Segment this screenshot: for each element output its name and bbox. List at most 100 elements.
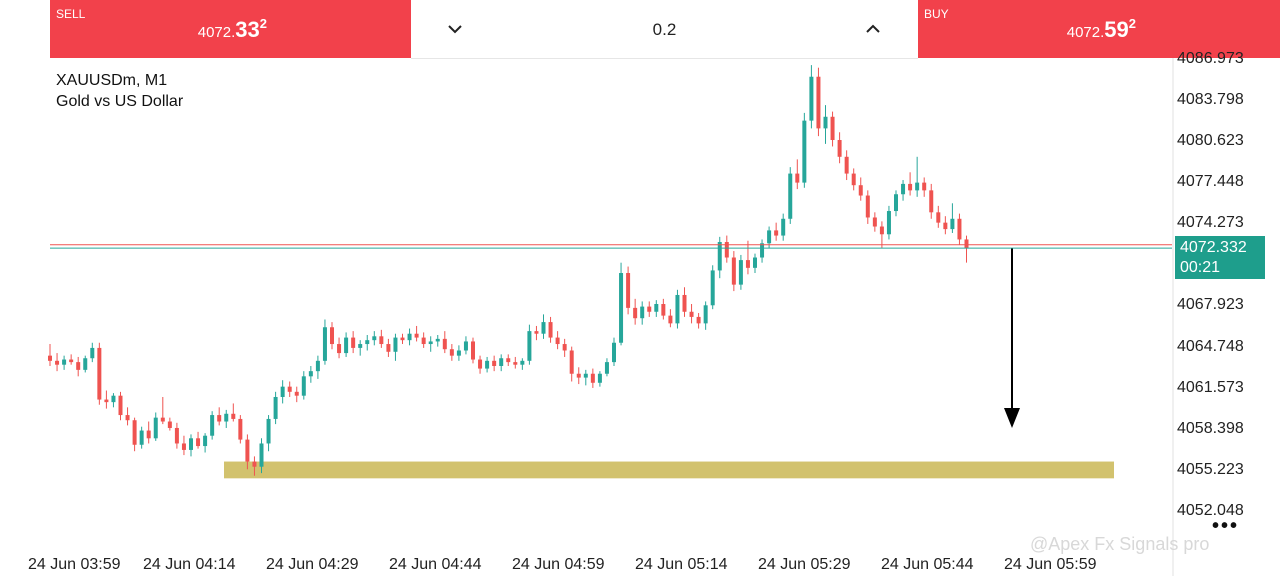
candle <box>181 435 186 456</box>
candle-body <box>449 349 454 356</box>
chevron-up-icon[interactable] <box>863 19 883 39</box>
candle-body <box>696 316 701 324</box>
candle <box>541 314 546 339</box>
candle <box>922 177 927 197</box>
volume-value[interactable]: 0.2 <box>652 20 677 39</box>
candle <box>943 216 948 235</box>
candle-body <box>647 306 652 312</box>
time-axis-label: 24 Jun 04:29 <box>266 556 359 573</box>
candle <box>710 265 715 310</box>
candle <box>865 190 870 224</box>
candle <box>189 434 193 457</box>
candle-body <box>167 421 172 428</box>
candle <box>795 159 800 190</box>
candle <box>520 358 525 370</box>
price-axis-label: 4067.923 <box>1177 296 1244 313</box>
candle-body <box>435 338 440 342</box>
candle-body <box>456 350 461 356</box>
candle-body <box>760 243 765 258</box>
candle-body <box>788 173 793 219</box>
candle <box>463 336 468 355</box>
candle-body <box>259 443 264 467</box>
candle-body <box>90 347 95 359</box>
candle <box>499 354 504 372</box>
candle-body <box>442 338 447 350</box>
candle <box>823 105 828 144</box>
candle <box>400 333 405 345</box>
time-axis-label: 24 Jun 05:59 <box>1004 556 1097 573</box>
price-axis-label: 4052.048 <box>1177 502 1244 519</box>
candle-body <box>894 194 898 212</box>
candle-body <box>351 337 356 348</box>
candle-body <box>55 360 60 365</box>
candle-body <box>886 211 891 235</box>
candle <box>738 254 743 290</box>
candle-body <box>957 218 962 240</box>
candle <box>104 390 109 409</box>
candle <box>315 355 320 379</box>
price-axis-label: 4064.748 <box>1177 338 1244 355</box>
candle <box>492 355 497 372</box>
time-axis-label: 24 Jun 04:14 <box>143 556 236 573</box>
candle-body <box>365 340 370 345</box>
candle-body <box>520 360 525 365</box>
candle <box>203 433 208 453</box>
candle <box>562 338 567 357</box>
candle <box>851 168 856 191</box>
candle <box>844 150 849 181</box>
candle <box>421 332 426 348</box>
chevron-down-icon[interactable] <box>445 19 465 39</box>
more-dots-icon[interactable]: ••• <box>1212 515 1240 537</box>
candle <box>872 212 877 232</box>
candle-body <box>654 304 659 312</box>
candle <box>69 354 74 365</box>
candle-body <box>315 360 320 372</box>
candle <box>675 289 680 329</box>
candle <box>83 355 88 373</box>
candle-body <box>745 260 750 268</box>
candle <box>901 180 906 201</box>
candle-body <box>597 373 602 383</box>
candle <box>111 393 116 408</box>
candle-body <box>604 362 609 374</box>
candle-body <box>189 438 193 450</box>
candle <box>816 67 821 137</box>
candle-body <box>330 327 334 345</box>
candle-body <box>69 359 74 363</box>
candle-body <box>153 417 158 439</box>
candle <box>485 356 490 373</box>
candle-body <box>174 427 179 444</box>
price-axis-label: 4058.398 <box>1177 420 1244 437</box>
price-axis-label: 4083.798 <box>1177 91 1244 108</box>
candle <box>238 415 243 444</box>
buy-label: BUY <box>924 7 949 21</box>
candle <box>287 381 292 397</box>
sell-button[interactable]: SELL 4072.332 <box>50 0 411 58</box>
candle <box>174 422 179 449</box>
buy-button[interactable]: BUY 4072.592 <box>918 0 1280 58</box>
candle <box>478 355 483 374</box>
candle-body <box>386 344 391 352</box>
candle <box>414 325 419 342</box>
price-axis-label: 4080.623 <box>1177 132 1244 149</box>
candle <box>936 205 941 228</box>
candle-body <box>372 336 377 341</box>
candle <box>604 358 609 377</box>
candle <box>964 235 969 263</box>
candle-body <box>308 371 313 377</box>
candle <box>456 345 461 361</box>
price-axis-label: 4061.573 <box>1177 379 1244 396</box>
candle <box>957 213 962 245</box>
candle-body <box>590 373 595 383</box>
candle-body <box>929 190 934 213</box>
price-axis-label: 4077.448 <box>1177 173 1244 190</box>
candle <box>231 403 236 422</box>
candle-body <box>738 260 743 285</box>
candle <box>583 369 588 386</box>
volume-selector: 0.2 <box>411 0 918 59</box>
candle-body <box>879 226 884 235</box>
candle <box>322 319 327 365</box>
candle <box>273 391 278 425</box>
candle <box>717 236 722 279</box>
